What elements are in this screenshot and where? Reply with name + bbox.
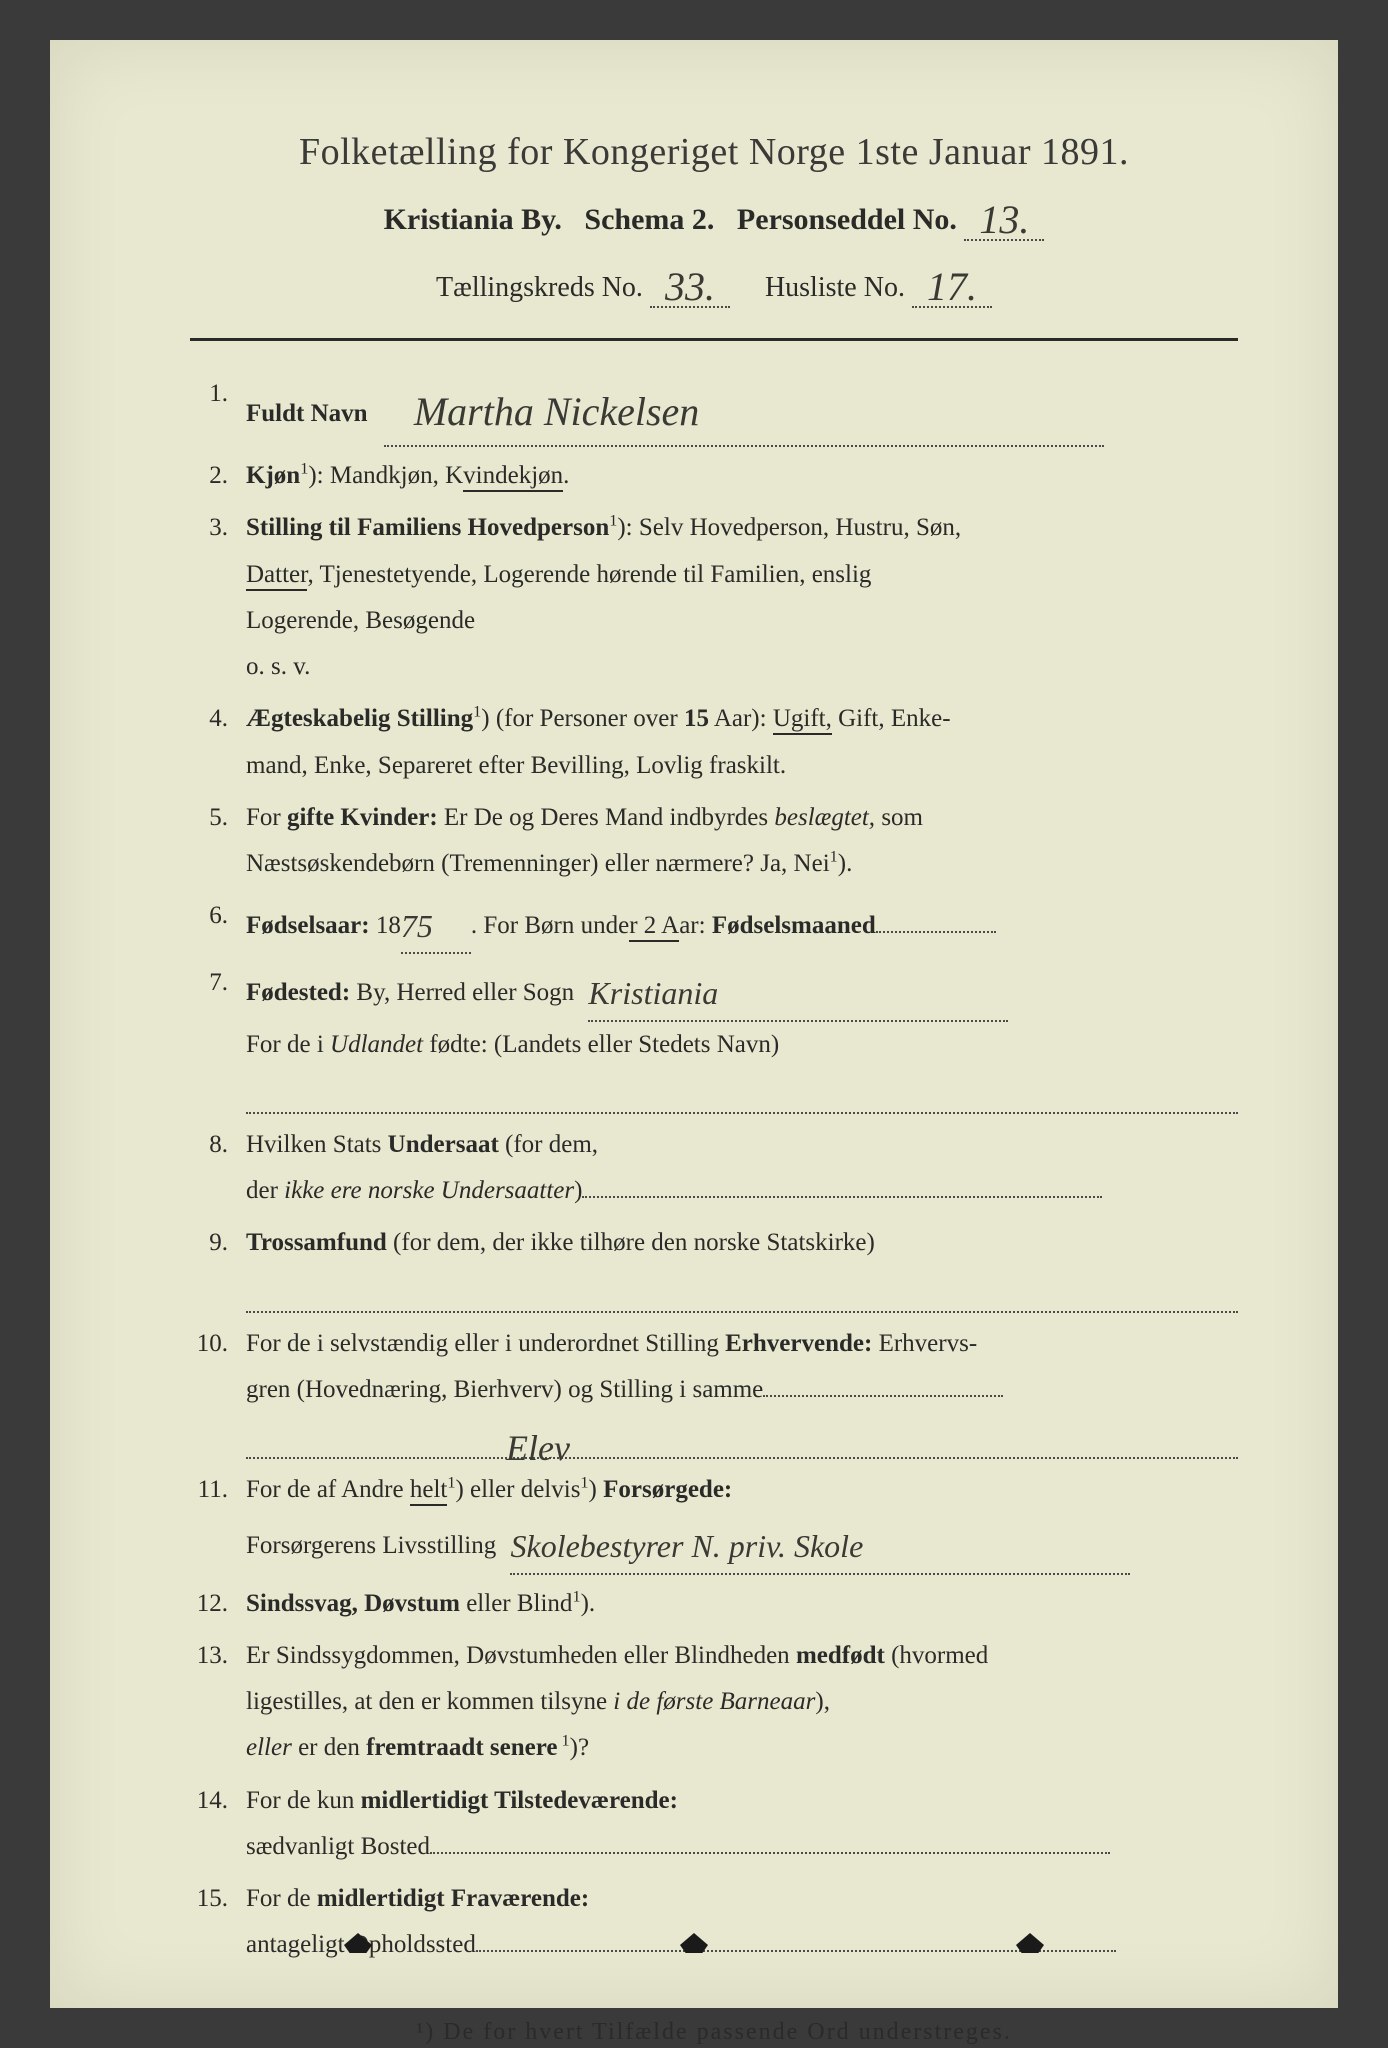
pin-icon <box>1016 1933 1044 1953</box>
num-10: 10. <box>190 1321 246 1414</box>
num-11: 11. <box>190 1467 246 1574</box>
husliste-label: Husliste No. <box>765 272 905 303</box>
num-14: 14. <box>190 1778 246 1871</box>
num-13: 13. <box>190 1633 246 1772</box>
num-7: 7. <box>190 960 246 1067</box>
title-third: Tællingskreds No. 33. Husliste No. 17. <box>190 259 1238 308</box>
pin-icon <box>344 1933 372 1953</box>
husliste-no: 17. <box>927 264 977 309</box>
title-main: Folketælling for Kongeriget Norge 1ste J… <box>190 130 1238 174</box>
label-fodselsaar: Fødselsaar: <box>246 912 370 939</box>
e3-underlined: Datter <box>246 561 307 591</box>
form-header: Folketælling for Kongeriget Norge 1ste J… <box>190 130 1238 308</box>
binding-pins <box>50 1933 1338 1953</box>
num-12: 12. <box>190 1581 246 1627</box>
text-mandkjon: Mandkjøn, K <box>330 462 463 489</box>
num-5: 5. <box>190 795 246 888</box>
e4-line2: mand, Enke, Separeret efter Bevilling, L… <box>246 752 786 779</box>
entry-8: 8. Hvilken Stats Undersaat (for dem, der… <box>190 1122 1238 1215</box>
pin-icon <box>680 1933 708 1953</box>
title-sub: Kristiania By. Schema 2. Personseddel No… <box>190 192 1238 241</box>
kjon-underlined: vindekjøn <box>463 462 563 492</box>
e4-underlined: Ugift, <box>773 705 832 735</box>
dotted-line-10a: Elev <box>246 1419 1238 1459</box>
label-kjon: Kjøn <box>246 462 300 489</box>
entry-13: 13. Er Sindssygdommen, Døvstumheden elle… <box>190 1633 1238 1772</box>
entry-3: 3. Stilling til Familiens Hovedperson1):… <box>190 505 1238 690</box>
fodested-value: Kristiania <box>588 975 718 1011</box>
label-aegteskab: Ægteskabelig Stilling <box>246 705 473 732</box>
dotted-line-7 <box>246 1074 1238 1114</box>
scan-background: Folketælling for Kongeriget Norge 1ste J… <box>0 0 1388 2048</box>
num-9: 9. <box>190 1220 246 1266</box>
schema: Schema 2. <box>584 203 714 236</box>
e11-hand: Skolebestyrer N. priv. Skole <box>510 1528 863 1564</box>
num-2: 2. <box>190 453 246 499</box>
footnote: ¹) De for hvert Tilfælde passende Ord un… <box>190 2019 1238 2046</box>
e3-line4: o. s. v. <box>246 653 310 680</box>
kreds-label: Tællingskreds No. <box>436 272 643 303</box>
entry-7: 7. Fødested: By, Herred eller Sogn Krist… <box>190 960 1238 1067</box>
entry-12: 12. Sindssvag, Døvstum eller Blind1). <box>190 1581 1238 1627</box>
e3-line1: Selv Hovedperson, Hustru, Søn, <box>639 514 961 541</box>
entry-6: 6. Fødselsaar: 1875. For Børn under 2 Aa… <box>190 893 1238 954</box>
num-15: 15. <box>190 1876 246 1969</box>
entry-4: 4. Ægteskabelig Stilling1) (for Personer… <box>190 696 1238 789</box>
e3-line3: Logerende, Besøgende <box>246 607 475 634</box>
census-form-paper: Folketælling for Kongeriget Norge 1ste J… <box>50 40 1338 2008</box>
entry-10: 10. For de i selvstændig eller i underor… <box>190 1321 1238 1414</box>
divider-line <box>190 338 1238 341</box>
entry-14: 14. For de kun midlertidigt Tilstedevære… <box>190 1778 1238 1871</box>
e5-line2: Næstsøskendebørn (Tremenninger) eller næ… <box>246 850 830 877</box>
e3-line2: , Tjenestetyende, Logerende hørende til … <box>307 561 871 588</box>
num-4: 4. <box>190 696 246 789</box>
num-6: 6. <box>190 893 246 954</box>
num-8: 8. <box>190 1122 246 1215</box>
label-fuldt-navn: Fuldt Navn <box>246 400 368 427</box>
label-fodested: Fødested: <box>246 979 350 1006</box>
entry-5: 5. For gifte Kvinder: Er De og Deres Man… <box>190 795 1238 888</box>
num-1: 1. <box>190 371 246 447</box>
num-3: 3. <box>190 505 246 690</box>
e10-hand: Elev <box>506 1415 570 1482</box>
entry-1: 1. Fuldt Navn Martha Nickelsen <box>190 371 1238 447</box>
personseddel-label: Personseddel No. <box>737 203 957 236</box>
city: Kristiania By. <box>384 203 562 236</box>
year-hand: 75 <box>401 908 433 944</box>
kreds-no: 33. <box>665 264 715 309</box>
dotted-line-9 <box>246 1273 1238 1313</box>
entry-11: 11. For de af Andre helt1) eller delvis1… <box>190 1467 1238 1574</box>
entry-15: 15. For de midlertidigt Fraværende: anta… <box>190 1876 1238 1969</box>
personseddel-no: 13. <box>979 197 1029 242</box>
value-name: Martha Nickelsen <box>414 389 700 434</box>
form-entries: 1. Fuldt Navn Martha Nickelsen 2. Kjøn1)… <box>190 371 1238 1969</box>
label-stilling: Stilling til Familiens Hovedperson <box>246 514 609 541</box>
entry-2: 2. Kjøn1): Mandkjøn, Kvindekjøn. <box>190 453 1238 499</box>
entry-9: 9. Trossamfund (for dem, der ikke tilhør… <box>190 1220 1238 1266</box>
